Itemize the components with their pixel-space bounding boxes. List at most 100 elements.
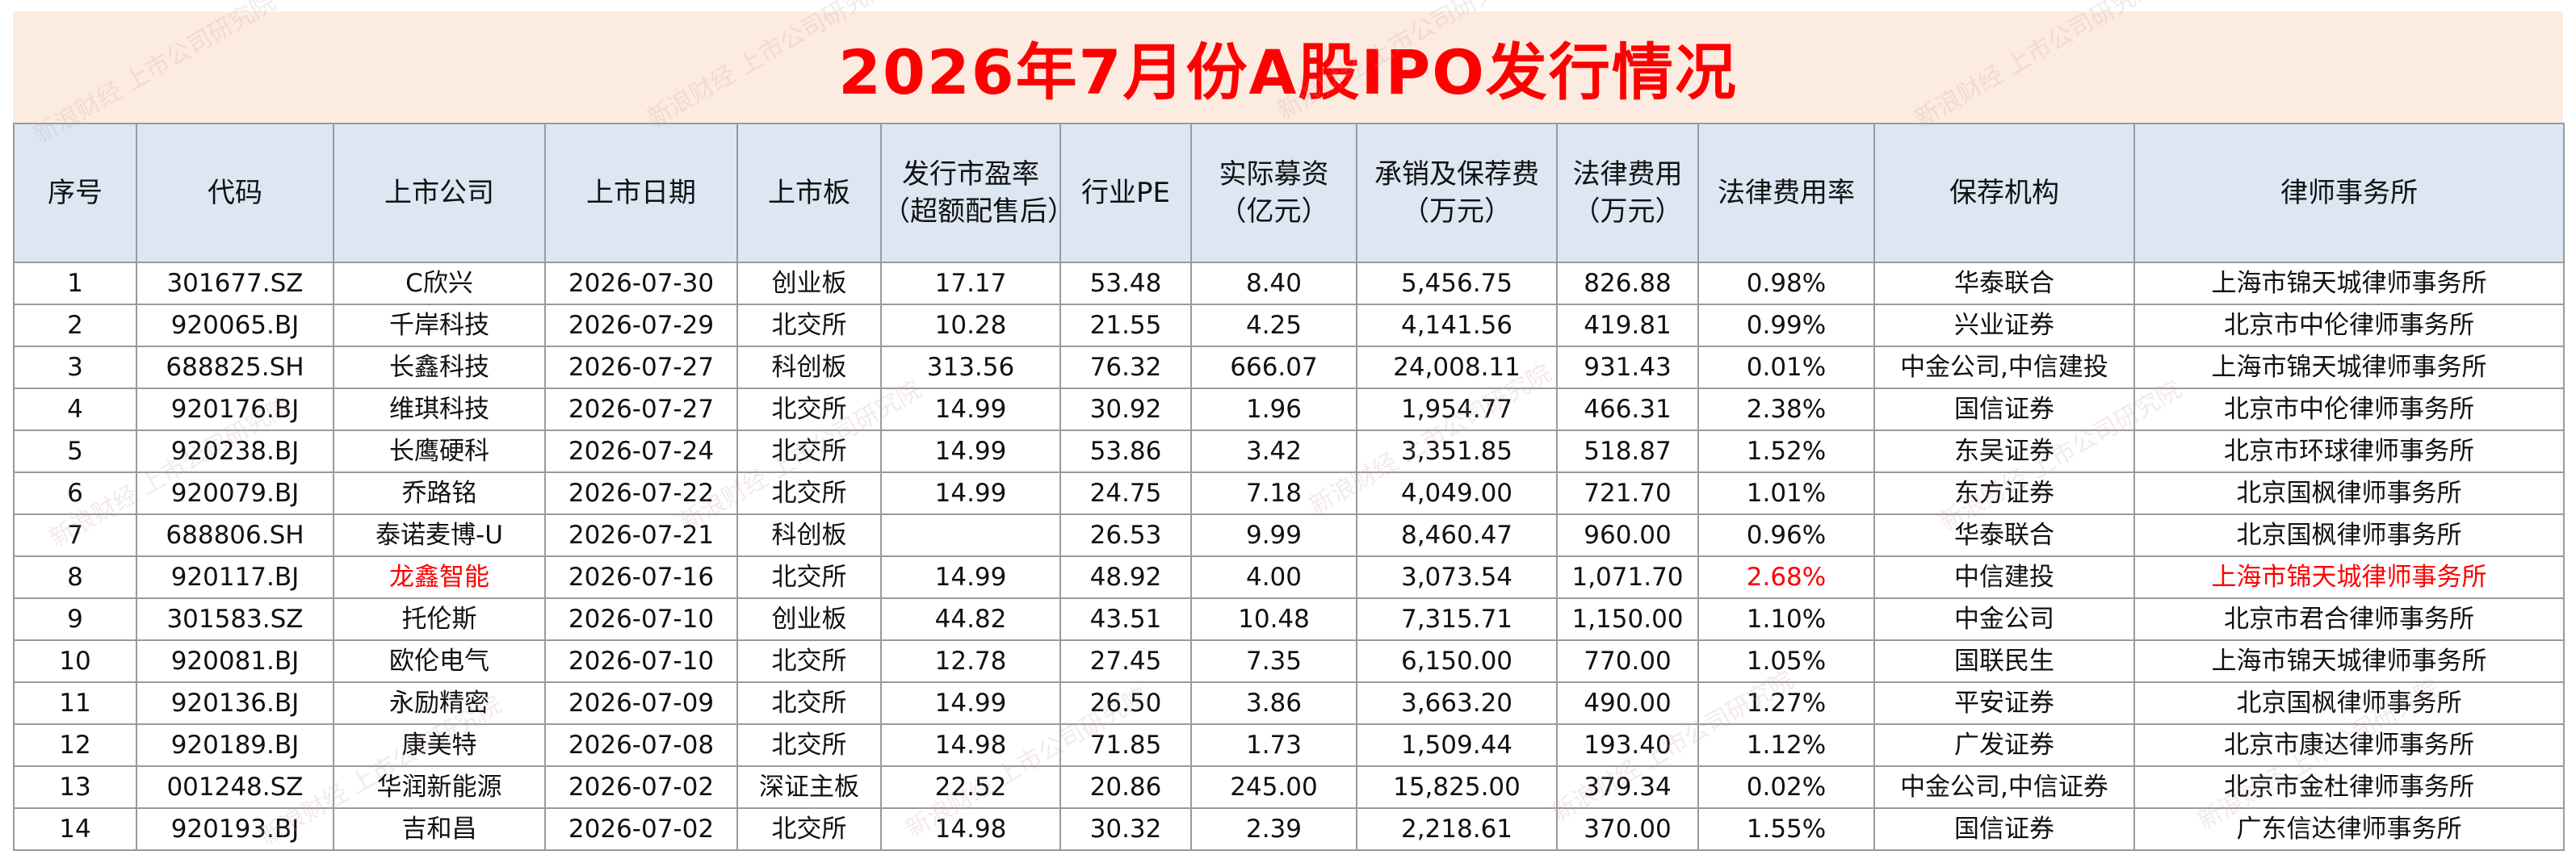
cell-seq[interactable]: 4 (13, 388, 137, 431)
cell-board[interactable]: 北交所 (736, 807, 882, 851)
cell-company[interactable]: 泰诺麦博-U (333, 513, 546, 557)
cell-date[interactable]: 2026-07-02 (544, 807, 738, 851)
cell-underwriting[interactable]: 6,150.00 (1356, 639, 1558, 683)
header-pe-industry[interactable]: 行业PE (1059, 123, 1192, 263)
cell-seq[interactable]: 14 (13, 807, 137, 851)
cell-company[interactable]: 康美特 (333, 723, 546, 767)
cell-seq[interactable]: 10 (13, 639, 137, 683)
cell-underwriting[interactable]: 4,049.00 (1356, 471, 1558, 515)
cell-legal-rate[interactable]: 0.96% (1697, 513, 1875, 557)
cell-pe-issue[interactable]: 14.99 (880, 471, 1061, 515)
cell-pe-issue[interactable]: 14.99 (880, 555, 1061, 599)
cell-legal-rate[interactable]: 2.68% (1697, 555, 1875, 599)
cell-date[interactable]: 2026-07-27 (544, 388, 738, 431)
cell-law-firm[interactable]: 上海市锦天城律师事务所 (2133, 555, 2565, 599)
cell-legal-fee[interactable]: 419.81 (1556, 304, 1699, 347)
cell-raised[interactable]: 4.00 (1190, 555, 1357, 599)
cell-date[interactable]: 2026-07-24 (544, 430, 738, 473)
cell-company[interactable]: 吉和昌 (333, 807, 546, 851)
cell-pe-issue[interactable]: 10.28 (880, 304, 1061, 347)
cell-seq[interactable]: 8 (13, 555, 137, 599)
cell-board[interactable]: 北交所 (736, 304, 882, 347)
cell-code[interactable]: 920079.BJ (136, 471, 334, 515)
header-raised[interactable]: 实际募资 （亿元） (1190, 123, 1357, 263)
cell-pe-issue[interactable]: 12.78 (880, 639, 1061, 683)
cell-legal-fee[interactable]: 1,071.70 (1556, 555, 1699, 599)
cell-company[interactable]: 千岸科技 (333, 304, 546, 347)
cell-legal-rate[interactable]: 1.05% (1697, 639, 1875, 683)
cell-seq[interactable]: 3 (13, 346, 137, 389)
cell-underwriting[interactable]: 1,509.44 (1356, 723, 1558, 767)
cell-raised[interactable]: 7.18 (1190, 471, 1357, 515)
cell-law-firm[interactable]: 上海市锦天城律师事务所 (2133, 262, 2565, 305)
cell-code[interactable]: 301677.SZ (136, 262, 334, 305)
cell-legal-fee[interactable]: 466.31 (1556, 388, 1699, 431)
cell-pe-industry[interactable]: 27.45 (1059, 639, 1192, 683)
cell-law-firm[interactable]: 北京市环球律师事务所 (2133, 430, 2565, 473)
cell-legal-rate[interactable]: 0.98% (1697, 262, 1875, 305)
cell-legal-rate[interactable]: 0.99% (1697, 304, 1875, 347)
header-law-firm[interactable]: 律师事务所 (2133, 123, 2565, 263)
cell-law-firm[interactable]: 北京市中伦律师事务所 (2133, 304, 2565, 347)
cell-law-firm[interactable]: 北京市君合律师事务所 (2133, 597, 2565, 641)
cell-date[interactable]: 2026-07-27 (544, 346, 738, 389)
cell-raised[interactable]: 1.96 (1190, 388, 1357, 431)
cell-pe-issue[interactable]: 14.99 (880, 430, 1061, 473)
cell-code[interactable]: 920065.BJ (136, 304, 334, 347)
cell-pe-industry[interactable]: 30.92 (1059, 388, 1192, 431)
cell-seq[interactable]: 7 (13, 513, 137, 557)
cell-sponsor[interactable]: 东吴证券 (1873, 430, 2135, 473)
cell-seq[interactable]: 9 (13, 597, 137, 641)
cell-seq[interactable]: 12 (13, 723, 137, 767)
cell-company[interactable]: 托伦斯 (333, 597, 546, 641)
cell-legal-rate[interactable]: 0.01% (1697, 346, 1875, 389)
cell-seq[interactable]: 1 (13, 262, 137, 305)
header-code[interactable]: 代码 (136, 123, 334, 263)
cell-sponsor[interactable]: 中金公司,中信建投 (1873, 346, 2135, 389)
cell-company[interactable]: C欣兴 (333, 262, 546, 305)
cell-raised[interactable]: 10.48 (1190, 597, 1357, 641)
cell-raised[interactable]: 666.07 (1190, 346, 1357, 389)
cell-code[interactable]: 688806.SH (136, 513, 334, 557)
cell-seq[interactable]: 13 (13, 765, 137, 809)
cell-code[interactable]: 920189.BJ (136, 723, 334, 767)
cell-legal-rate[interactable]: 1.27% (1697, 681, 1875, 725)
cell-pe-industry[interactable]: 30.32 (1059, 807, 1192, 851)
cell-board[interactable]: 深证主板 (736, 765, 882, 809)
cell-legal-fee[interactable]: 370.00 (1556, 807, 1699, 851)
cell-board[interactable]: 科创板 (736, 346, 882, 389)
cell-board[interactable]: 创业板 (736, 262, 882, 305)
cell-pe-industry[interactable]: 26.50 (1059, 681, 1192, 725)
cell-legal-fee[interactable]: 770.00 (1556, 639, 1699, 683)
cell-law-firm[interactable]: 北京市金杜律师事务所 (2133, 765, 2565, 809)
cell-legal-rate[interactable]: 0.02% (1697, 765, 1875, 809)
cell-board[interactable]: 北交所 (736, 555, 882, 599)
cell-pe-industry[interactable]: 43.51 (1059, 597, 1192, 641)
cell-date[interactable]: 2026-07-30 (544, 262, 738, 305)
header-seq[interactable]: 序号 (13, 123, 137, 263)
header-pe-issue[interactable]: 发行市盈率 （超额配售后） (880, 123, 1061, 263)
cell-pe-industry[interactable]: 53.48 (1059, 262, 1192, 305)
header-board[interactable]: 上市板 (736, 123, 882, 263)
cell-underwriting[interactable]: 1,954.77 (1356, 388, 1558, 431)
header-legal-fee[interactable]: 法律费用 （万元） (1556, 123, 1699, 263)
cell-code[interactable]: 301583.SZ (136, 597, 334, 641)
cell-sponsor[interactable]: 广发证券 (1873, 723, 2135, 767)
cell-legal-rate[interactable]: 1.01% (1697, 471, 1875, 515)
cell-legal-rate[interactable]: 1.52% (1697, 430, 1875, 473)
cell-code[interactable]: 920136.BJ (136, 681, 334, 725)
cell-raised[interactable]: 2.39 (1190, 807, 1357, 851)
cell-raised[interactable]: 1.73 (1190, 723, 1357, 767)
cell-legal-fee[interactable]: 490.00 (1556, 681, 1699, 725)
cell-pe-issue[interactable]: 44.82 (880, 597, 1061, 641)
cell-underwriting[interactable]: 15,825.00 (1356, 765, 1558, 809)
cell-sponsor[interactable]: 中金公司 (1873, 597, 2135, 641)
cell-sponsor[interactable]: 平安证券 (1873, 681, 2135, 725)
cell-sponsor[interactable]: 中信建投 (1873, 555, 2135, 599)
cell-underwriting[interactable]: 7,315.71 (1356, 597, 1558, 641)
cell-raised[interactable]: 7.35 (1190, 639, 1357, 683)
cell-law-firm[interactable]: 广东信达律师事务所 (2133, 807, 2565, 851)
cell-company[interactable]: 长鑫科技 (333, 346, 546, 389)
cell-company[interactable]: 华润新能源 (333, 765, 546, 809)
cell-legal-rate[interactable]: 1.55% (1697, 807, 1875, 851)
